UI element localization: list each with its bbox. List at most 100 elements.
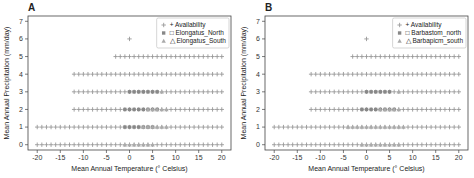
series	[35, 37, 224, 147]
point	[220, 143, 224, 147]
point	[72, 72, 76, 76]
y-tick-label: 6	[19, 35, 23, 42]
y-tick	[262, 21, 265, 22]
point	[141, 142, 145, 146]
point	[155, 108, 158, 111]
point	[447, 143, 451, 147]
panel: B-20-15-10-50510152001234567Mean Annual …	[240, 2, 468, 173]
point	[397, 143, 401, 147]
y-tick	[262, 74, 265, 75]
point	[146, 107, 150, 111]
point	[397, 125, 401, 129]
point	[118, 125, 122, 129]
point	[81, 107, 85, 111]
point	[281, 125, 285, 129]
point	[304, 125, 308, 129]
point	[383, 107, 387, 111]
y-tick-label: 5	[256, 53, 260, 60]
point	[364, 107, 368, 111]
point	[109, 143, 113, 147]
point	[415, 90, 419, 94]
point	[173, 72, 177, 76]
point	[146, 72, 150, 76]
point	[150, 54, 154, 58]
point	[215, 143, 219, 147]
point	[286, 143, 290, 147]
x-tick-label: -10	[315, 154, 325, 161]
point	[397, 90, 401, 94]
point	[383, 90, 386, 93]
point	[346, 107, 350, 111]
point	[360, 54, 364, 58]
point	[378, 72, 382, 76]
panel-title: A	[28, 2, 35, 13]
point	[401, 72, 405, 76]
plot-frame	[265, 16, 468, 150]
y-tick	[262, 91, 265, 92]
point	[415, 54, 419, 58]
point	[127, 143, 131, 147]
legend-marker	[161, 39, 165, 43]
point	[72, 125, 76, 129]
point	[150, 143, 154, 147]
point	[401, 143, 405, 147]
point	[397, 125, 401, 129]
point	[132, 143, 136, 147]
point	[86, 143, 90, 147]
point	[118, 72, 122, 76]
point	[197, 90, 201, 94]
y-tick	[25, 21, 28, 22]
point	[132, 72, 136, 76]
x-tick	[175, 150, 176, 153]
point	[272, 125, 276, 129]
point	[95, 107, 99, 111]
point	[95, 72, 99, 76]
point	[118, 54, 122, 58]
point	[123, 90, 127, 94]
point	[63, 143, 67, 147]
x-tick	[412, 150, 413, 153]
point	[201, 125, 205, 129]
legend-marker	[162, 31, 165, 34]
x-tick	[221, 150, 222, 153]
point	[146, 90, 149, 93]
point	[146, 108, 149, 111]
panel: A-20-15-10-50510152001234567Mean Annual …	[3, 2, 231, 173]
point	[151, 90, 154, 93]
point	[383, 108, 386, 111]
point	[160, 54, 164, 58]
point	[392, 107, 396, 111]
point	[341, 125, 345, 129]
point	[364, 54, 368, 58]
point	[169, 72, 173, 76]
point	[86, 125, 90, 129]
point	[309, 125, 313, 129]
point	[178, 54, 182, 58]
point	[429, 90, 433, 94]
point	[123, 54, 127, 58]
point	[100, 72, 104, 76]
legend-marker	[397, 23, 401, 27]
x-tick	[343, 150, 344, 153]
point	[378, 125, 382, 129]
point	[424, 125, 428, 129]
x-tick	[106, 150, 107, 153]
point	[201, 143, 205, 147]
point	[332, 90, 336, 94]
point	[355, 107, 359, 111]
point	[365, 90, 368, 93]
point	[40, 125, 44, 129]
legend-marker	[398, 31, 401, 34]
y-tick-label: 3	[256, 88, 260, 95]
point	[113, 125, 117, 129]
point	[146, 125, 149, 128]
series	[272, 37, 461, 147]
point	[155, 90, 159, 94]
point	[452, 125, 456, 129]
point	[314, 72, 318, 76]
point	[86, 72, 90, 76]
point	[201, 90, 205, 94]
point	[169, 125, 173, 129]
point	[369, 108, 372, 111]
point	[364, 143, 368, 147]
